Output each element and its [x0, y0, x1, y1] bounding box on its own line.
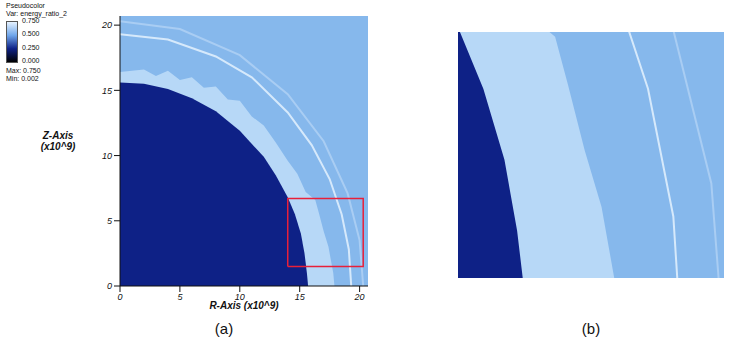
html-text:0.750: 0.750	[22, 17, 40, 24]
html-text:0.500: 0.500	[22, 30, 40, 38]
svg-text:5: 5	[177, 292, 183, 302]
html-text:(a): (a)	[214, 320, 234, 337]
html-text:Pseudocolor: Pseudocolor	[6, 2, 45, 9]
html-text:Max: 0.750: Max: 0.750	[6, 67, 41, 74]
svg-text:20: 20	[101, 20, 112, 30]
svg-text:0: 0	[107, 281, 112, 291]
html-text:0.250: 0.250	[22, 43, 40, 51]
svg-text:0: 0	[117, 292, 122, 302]
svg-text:10: 10	[102, 151, 112, 161]
html-text:Z-Axis (x10^9): Z-Axis (x10^9)	[40, 130, 76, 152]
svg-text:10: 10	[234, 292, 245, 303]
html-text:Var: energy_ratio_2: Var: energy_ratio_2	[6, 10, 67, 17]
html-text:(b): (b)	[581, 320, 601, 337]
html-text:Min: 0.002: Min: 0.002	[6, 75, 39, 82]
svg-text:5: 5	[107, 216, 113, 226]
html-text:R-Axis (x10^9): R-Axis (x10^9)	[209, 300, 279, 311]
svg-text:15: 15	[102, 86, 113, 96]
svg-text:20: 20	[354, 292, 365, 302]
html-text:0.000: 0.000	[22, 57, 40, 64]
svg-text:15: 15	[295, 292, 306, 302]
